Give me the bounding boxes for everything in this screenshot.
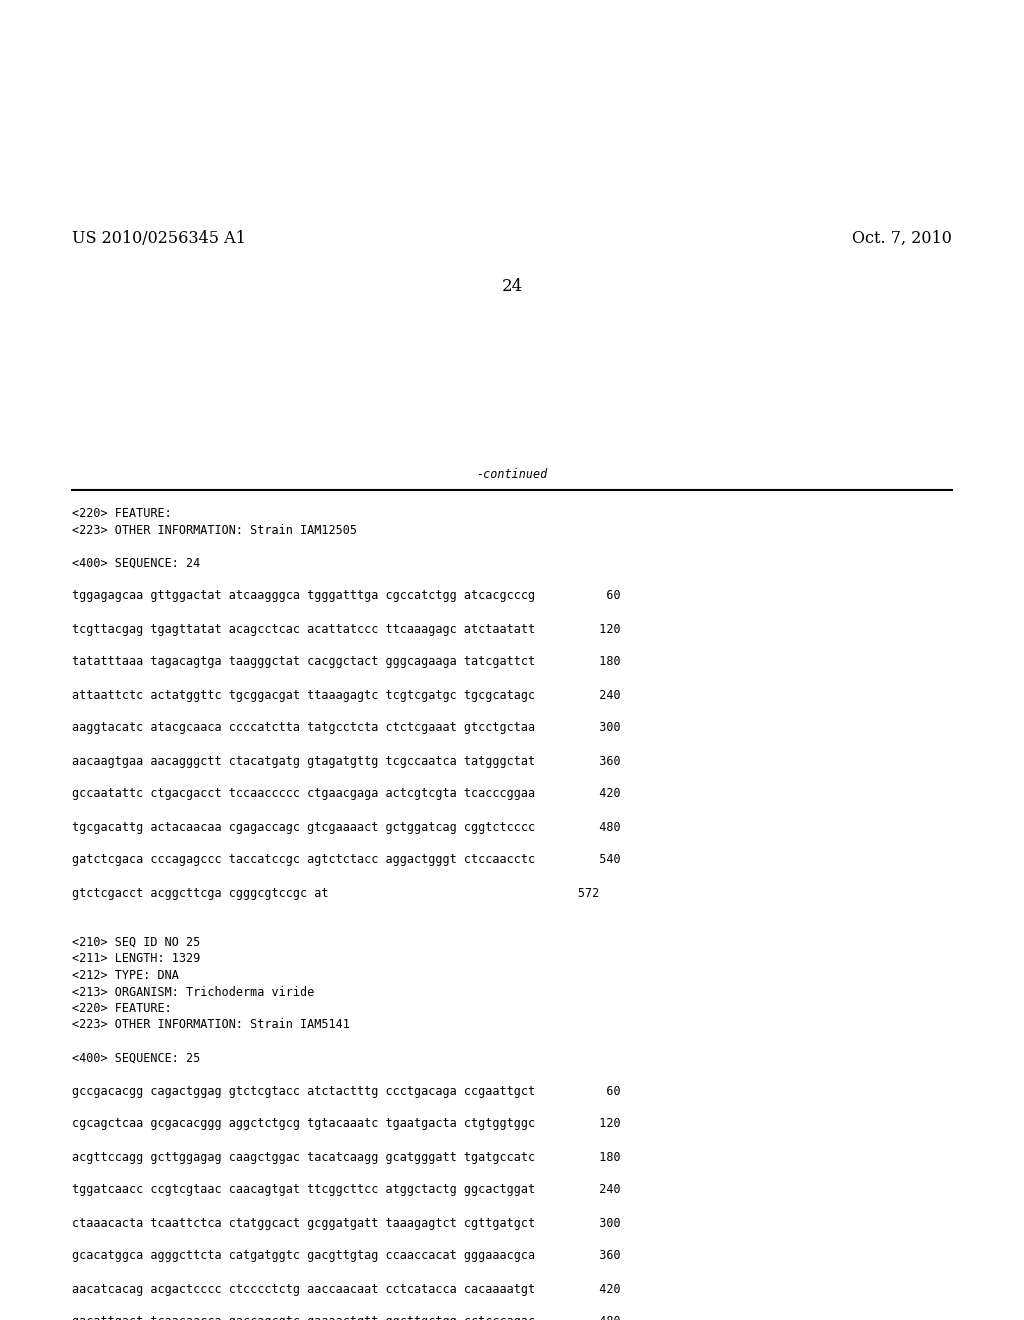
Text: Oct. 7, 2010: Oct. 7, 2010 <box>852 230 952 247</box>
Text: <220> FEATURE:: <220> FEATURE: <box>72 1002 172 1015</box>
Text: <220> FEATURE:: <220> FEATURE: <box>72 507 172 520</box>
Text: gccgacacgg cagactggag gtctcgtacc atctactttg ccctgacaga ccgaattgct          60: gccgacacgg cagactggag gtctcgtacc atctact… <box>72 1085 621 1097</box>
Text: <210> SEQ ID NO 25: <210> SEQ ID NO 25 <box>72 936 201 949</box>
Text: aaggtacatc atacgcaaca ccccatctta tatgcctcta ctctcgaaat gtcctgctaa         300: aaggtacatc atacgcaaca ccccatctta tatgcct… <box>72 722 621 734</box>
Text: -continued: -continued <box>476 469 548 480</box>
Text: tggagagcaa gttggactat atcaagggca tgggatttga cgccatctgg atcacgcccg          60: tggagagcaa gttggactat atcaagggca tgggatt… <box>72 590 621 602</box>
Text: gacattgact tcaacaacca gaccagcgtc gaaaactgtt ggcttgctgg cctcccagac         480: gacattgact tcaacaacca gaccagcgtc gaaaact… <box>72 1316 621 1320</box>
Text: tggatcaacc ccgtcgtaac caacagtgat ttcggcttcc atggctactg ggcactggat         240: tggatcaacc ccgtcgtaac caacagtgat ttcggct… <box>72 1184 621 1196</box>
Text: 24: 24 <box>502 279 522 294</box>
Text: <211> LENGTH: 1329: <211> LENGTH: 1329 <box>72 953 201 965</box>
Text: gatctcgaca cccagagccc taccatccgc agtctctacc aggactgggt ctccaacctc         540: gatctcgaca cccagagccc taccatccgc agtctct… <box>72 854 621 866</box>
Text: aacatcacag acgactcccc ctcccctctg aaccaacaat cctcatacca cacaaaatgt         420: aacatcacag acgactcccc ctcccctctg aaccaac… <box>72 1283 621 1295</box>
Text: gtctcgacct acggcttcga cgggcgtccgc at                                   572: gtctcgacct acggcttcga cgggcgtccgc at 572 <box>72 887 599 899</box>
Text: <400> SEQUENCE: 24: <400> SEQUENCE: 24 <box>72 557 201 569</box>
Text: <213> ORGANISM: Trichoderma viride: <213> ORGANISM: Trichoderma viride <box>72 986 314 998</box>
Text: tcgttacgag tgagttatat acagcctcac acattatccc ttcaaagagc atctaatatt         120: tcgttacgag tgagttatat acagcctcac acattat… <box>72 623 621 635</box>
Text: attaattctc actatggttc tgcggacgat ttaaagagtc tcgtcgatgc tgcgcatagc         240: attaattctc actatggttc tgcggacgat ttaaaga… <box>72 689 621 701</box>
Text: aacaagtgaa aacagggctt ctacatgatg gtagatgttg tcgccaatca tatgggctat         360: aacaagtgaa aacagggctt ctacatgatg gtagatg… <box>72 755 621 767</box>
Text: <400> SEQUENCE: 25: <400> SEQUENCE: 25 <box>72 1052 201 1064</box>
Text: <212> TYPE: DNA: <212> TYPE: DNA <box>72 969 179 982</box>
Text: ctaaacacta tcaattctca ctatggcact gcggatgatt taaagagtct cgttgatgct         300: ctaaacacta tcaattctca ctatggcact gcggatg… <box>72 1217 621 1229</box>
Text: gcacatggca agggcttcta catgatggtc gacgttgtag ccaaccacat gggaaacgca         360: gcacatggca agggcttcta catgatggtc gacgttg… <box>72 1250 621 1262</box>
Text: tgcgacattg actacaacaa cgagaccagc gtcgaaaact gctggatcag cggtctcccc         480: tgcgacattg actacaacaa cgagaccagc gtcgaaa… <box>72 821 621 833</box>
Text: acgttccagg gcttggagag caagctggac tacatcaagg gcatgggatt tgatgccatc         180: acgttccagg gcttggagag caagctggac tacatca… <box>72 1151 621 1163</box>
Text: cgcagctcaa gcgacacggg aggctctgcg tgtacaaatc tgaatgacta ctgtggtggc         120: cgcagctcaa gcgacacggg aggctctgcg tgtacaa… <box>72 1118 621 1130</box>
Text: tatatttaaa tagacagtga taagggctat cacggctact gggcagaaga tatcgattct         180: tatatttaaa tagacagtga taagggctat cacggct… <box>72 656 621 668</box>
Text: US 2010/0256345 A1: US 2010/0256345 A1 <box>72 230 246 247</box>
Text: gccaatattc ctgacgacct tccaaccccc ctgaacgaga actcgtcgta tcacccggaa         420: gccaatattc ctgacgacct tccaaccccc ctgaacg… <box>72 788 621 800</box>
Text: <223> OTHER INFORMATION: Strain IAM12505: <223> OTHER INFORMATION: Strain IAM12505 <box>72 524 357 536</box>
Text: <223> OTHER INFORMATION: Strain IAM5141: <223> OTHER INFORMATION: Strain IAM5141 <box>72 1019 350 1031</box>
